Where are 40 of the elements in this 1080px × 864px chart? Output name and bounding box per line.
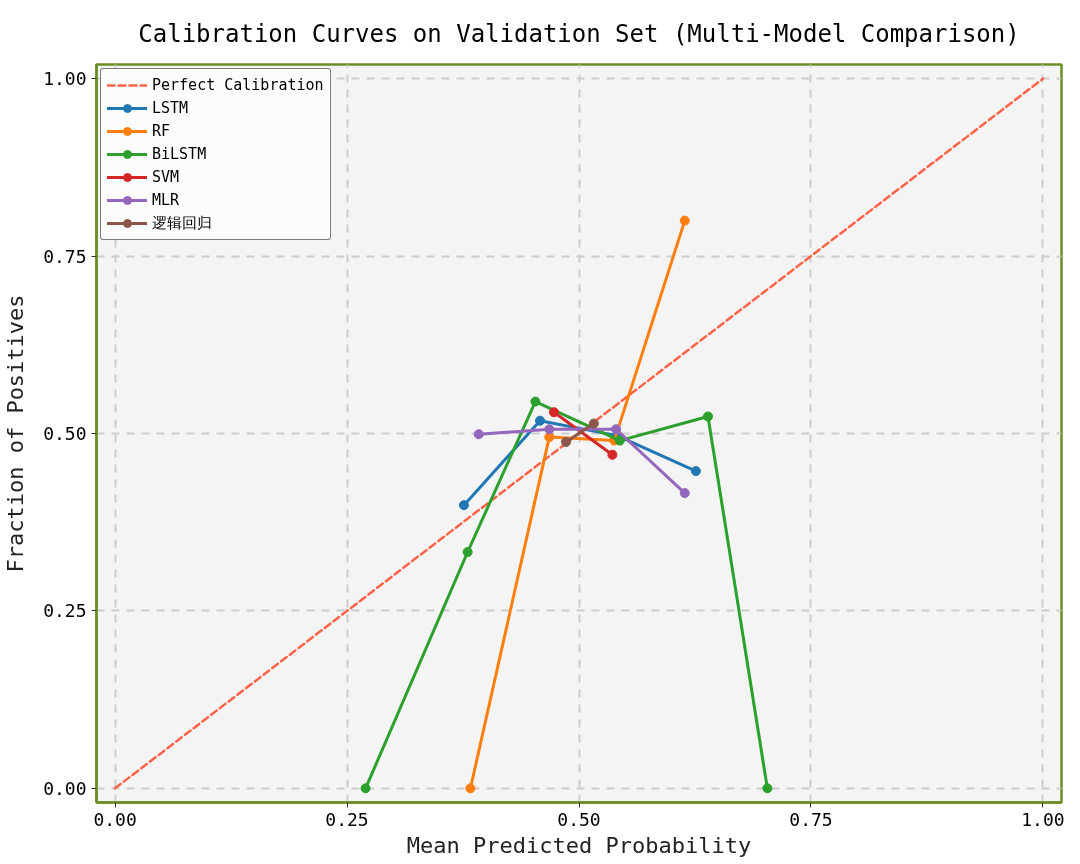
point bbox=[611, 424, 622, 435]
point bbox=[458, 500, 469, 511]
point bbox=[702, 411, 713, 422]
point bbox=[548, 407, 559, 418]
legend-label: MLR bbox=[152, 190, 180, 210]
point bbox=[762, 783, 773, 794]
point bbox=[360, 783, 371, 794]
x-tick-label: 0.00 bbox=[93, 808, 137, 830]
point bbox=[473, 429, 484, 440]
point bbox=[679, 215, 690, 226]
y-tick-label: 0.50 bbox=[43, 423, 87, 444]
point bbox=[462, 547, 473, 557]
legend-label: SVM bbox=[152, 167, 180, 187]
point bbox=[679, 488, 690, 499]
legend-label: Perfect Calibration bbox=[152, 75, 324, 95]
chart-title: Calibration Curves on Validation Set (Multi-Model Comparison) bbox=[138, 19, 1020, 48]
point bbox=[690, 466, 701, 477]
point bbox=[544, 432, 555, 443]
y-tick-label: 1.00 bbox=[43, 68, 87, 90]
point bbox=[535, 415, 546, 426]
x-tick-label: 0.75 bbox=[789, 808, 833, 830]
point bbox=[614, 435, 625, 446]
y-tick-label: 0.25 bbox=[43, 600, 87, 622]
y-axis-title: Fraction of Positives bbox=[3, 294, 29, 573]
y-tick-label: 0.75 bbox=[43, 245, 87, 267]
legend-label: 逻辑回归 bbox=[152, 213, 212, 233]
point bbox=[561, 437, 572, 448]
x-tick-label: 0.25 bbox=[325, 808, 369, 830]
x-tick-label: 0.50 bbox=[557, 808, 601, 830]
point bbox=[607, 449, 618, 460]
legend-label: RF bbox=[152, 121, 172, 141]
x-tick-label: 1.00 bbox=[1021, 808, 1065, 830]
y-tick-label: 0.00 bbox=[43, 777, 87, 799]
x-axis-title: Mean Predicted Probability bbox=[406, 832, 752, 858]
point bbox=[544, 424, 555, 435]
point bbox=[588, 418, 599, 429]
legend-label: LSTM bbox=[152, 98, 189, 118]
legend-label: BiLSTM bbox=[152, 144, 207, 164]
point bbox=[465, 783, 476, 794]
point bbox=[530, 396, 541, 407]
